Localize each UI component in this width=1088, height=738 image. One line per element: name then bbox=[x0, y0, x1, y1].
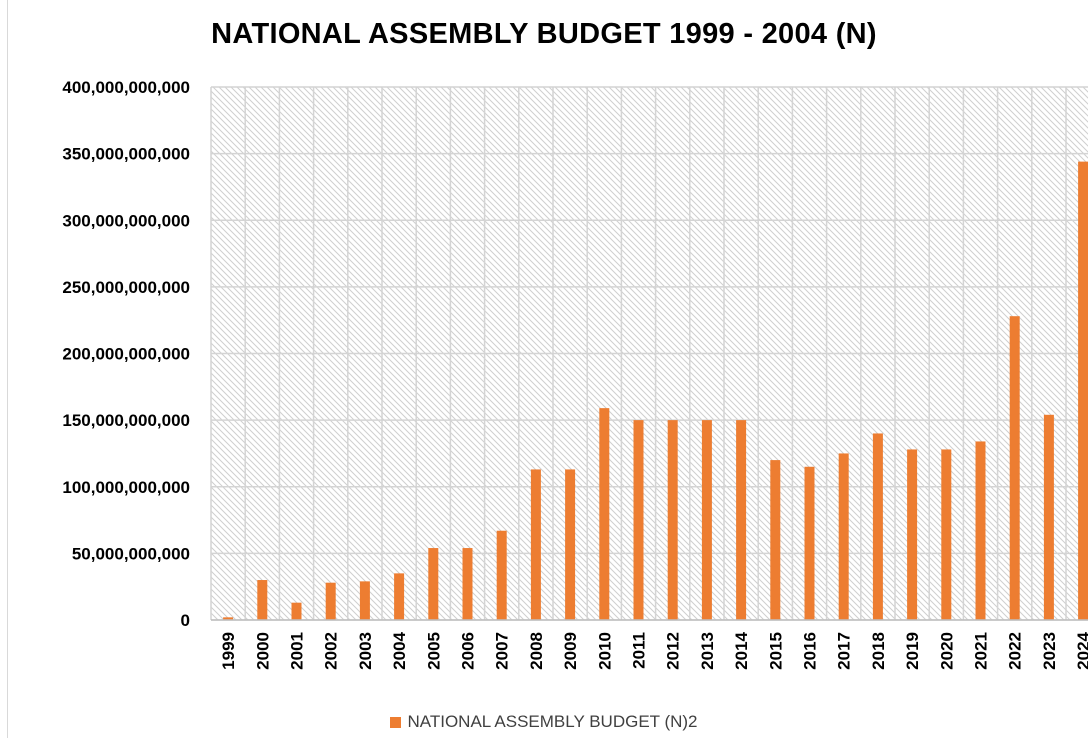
y-tick-label: 350,000,000,000 bbox=[62, 145, 190, 164]
bar bbox=[770, 460, 781, 620]
x-tick-label: 2024 bbox=[1074, 631, 1088, 669]
bar bbox=[838, 453, 849, 620]
y-tick-label: 200,000,000,000 bbox=[62, 345, 190, 364]
x-axis: 1999 2000 2001 2002 2003 2004 2005 2006 2007 2008… bbox=[211, 619, 1088, 670]
bar bbox=[701, 420, 712, 620]
x-tick-label: 2001 bbox=[288, 632, 307, 670]
x-tick-label: 2004 bbox=[390, 631, 409, 669]
x-tick-label: 2000 bbox=[253, 632, 272, 670]
bar bbox=[1043, 414, 1054, 620]
bar bbox=[1078, 161, 1088, 620]
bar bbox=[667, 420, 678, 620]
x-tick-label: 2015 bbox=[766, 632, 785, 670]
x-tick-label: 2013 bbox=[698, 632, 717, 670]
y-tick-label: 100,000,000,000 bbox=[62, 478, 190, 497]
gridlines bbox=[210, 86, 1088, 621]
bar bbox=[599, 408, 610, 620]
x-tick-label: 2003 bbox=[356, 632, 375, 670]
y-tick-label: 0 bbox=[181, 611, 190, 630]
x-tick-label: 2018 bbox=[869, 632, 888, 670]
x-tick-label: 2022 bbox=[1006, 632, 1025, 670]
bar bbox=[941, 449, 952, 620]
bar bbox=[428, 548, 439, 620]
x-tick-label: 2005 bbox=[424, 632, 443, 670]
bar-chart: 0 50,000,000,000 100,000,000,000 150,000,00… bbox=[62, 78, 1088, 670]
bar-series bbox=[223, 161, 1088, 620]
legend-swatch bbox=[390, 716, 402, 728]
x-tick-label: 2019 bbox=[903, 632, 922, 670]
y-axis: 0 50,000,000,000 100,000,000,000 150,000,00… bbox=[62, 78, 190, 630]
legend-label: NATIONAL ASSEMBLY BUDGET (N)2 bbox=[407, 712, 698, 731]
x-tick-label: 2012 bbox=[664, 632, 683, 670]
x-tick-label: 2002 bbox=[322, 632, 341, 670]
bar bbox=[223, 617, 234, 620]
x-tick-label: 2006 bbox=[459, 632, 478, 670]
bar bbox=[394, 573, 405, 620]
bar bbox=[907, 449, 918, 620]
y-tick-label: 400,000,000,000 bbox=[62, 78, 190, 97]
chart-title: NATIONAL ASSEMBLY BUDGET 1999 - 2004 (N) bbox=[211, 18, 877, 50]
bar bbox=[1009, 316, 1020, 620]
y-tick-label: 50,000,000,000 bbox=[72, 544, 190, 563]
bar bbox=[530, 469, 541, 620]
x-tick-label: 2009 bbox=[561, 632, 580, 670]
bar bbox=[872, 433, 883, 620]
y-tick-label: 250,000,000,000 bbox=[62, 278, 190, 297]
x-tick-label: 2016 bbox=[801, 632, 820, 670]
frame-border bbox=[7, 0, 8, 738]
x-tick-label: 2021 bbox=[972, 632, 991, 670]
bar bbox=[291, 602, 302, 620]
legend: NATIONAL ASSEMBLY BUDGET (N)2 bbox=[0, 712, 1088, 732]
bar bbox=[975, 441, 986, 620]
x-tick-label: 2017 bbox=[835, 632, 854, 670]
x-tick-label: 2023 bbox=[1040, 632, 1059, 670]
y-tick-label: 150,000,000,000 bbox=[62, 411, 190, 430]
x-tick-label: 1999 bbox=[219, 632, 238, 670]
bar bbox=[633, 420, 644, 620]
x-tick-label: 2008 bbox=[527, 632, 546, 670]
x-tick-label: 2020 bbox=[937, 632, 956, 670]
bar bbox=[462, 548, 473, 620]
bar bbox=[257, 580, 268, 620]
bar bbox=[496, 530, 507, 620]
bar bbox=[565, 469, 576, 620]
x-tick-label: 2007 bbox=[493, 632, 512, 670]
y-tick-label: 300,000,000,000 bbox=[62, 211, 190, 230]
bar bbox=[736, 420, 747, 620]
bar bbox=[325, 582, 336, 620]
bar bbox=[804, 466, 815, 620]
x-tick-label: 2011 bbox=[630, 632, 649, 669]
x-tick-label: 2010 bbox=[595, 632, 614, 670]
bar bbox=[359, 581, 370, 620]
x-tick-label: 2014 bbox=[732, 631, 751, 669]
